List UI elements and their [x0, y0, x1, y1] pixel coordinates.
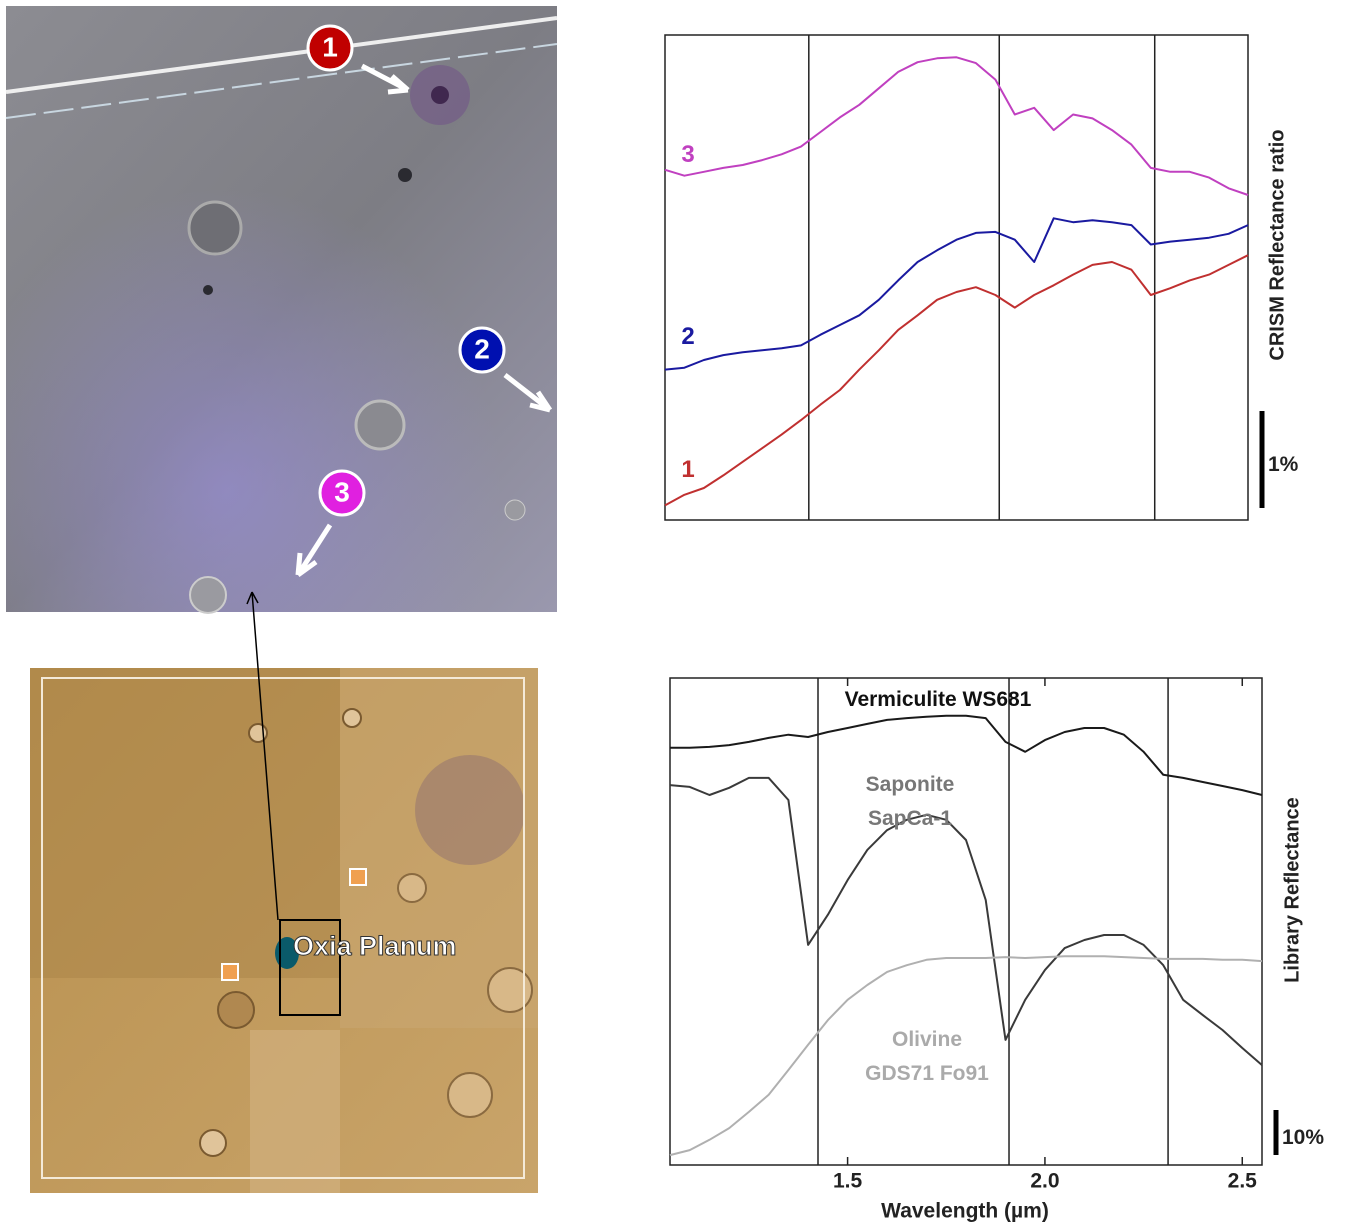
x-tick-label: 2.0	[1030, 1170, 1059, 1193]
link-arrow	[246, 591, 279, 921]
scale-bar-label: 1%	[1268, 453, 1299, 476]
plot-frame	[669, 677, 1263, 1166]
series-label: Olivine GDS71 Fo91	[865, 1028, 989, 1085]
y-axis-label: Library Reflectance	[1281, 797, 1303, 983]
x-axis-label: Wavelength (µm)	[881, 1200, 1049, 1223]
series-line	[664, 217, 1249, 371]
marker-label: 3	[334, 476, 350, 507]
scale-bar-label: 10%	[1282, 1126, 1324, 1149]
context-map: Oxia Planum	[30, 668, 538, 1193]
plot-frame	[664, 34, 1249, 521]
marker-label: 2	[474, 333, 490, 364]
marker: 3	[318, 469, 366, 517]
marker-label: 1	[322, 31, 338, 62]
marker: 2	[458, 326, 506, 374]
x-tick-label: 1.5	[833, 1170, 863, 1193]
series-label: 2	[681, 323, 695, 350]
series-line	[664, 254, 1249, 507]
series-label: 1	[681, 456, 695, 483]
series-label: Saponite SapCa-1	[865, 773, 955, 830]
series-label: 3	[681, 141, 695, 168]
series-label: Vermiculite WS681	[844, 688, 1032, 711]
crism-scene: 1 2 3	[5, 6, 558, 614]
series-line	[669, 776, 1263, 1066]
map-label: Oxia Planum	[293, 931, 457, 961]
series-line	[664, 56, 1249, 196]
series-line	[670, 714, 1263, 796]
x-tick-label: 2.5	[1228, 1170, 1258, 1193]
y-axis-label: CRISM Reflectance ratio	[1266, 129, 1288, 360]
series-line	[669, 955, 1263, 1157]
marker: 1	[306, 24, 354, 72]
